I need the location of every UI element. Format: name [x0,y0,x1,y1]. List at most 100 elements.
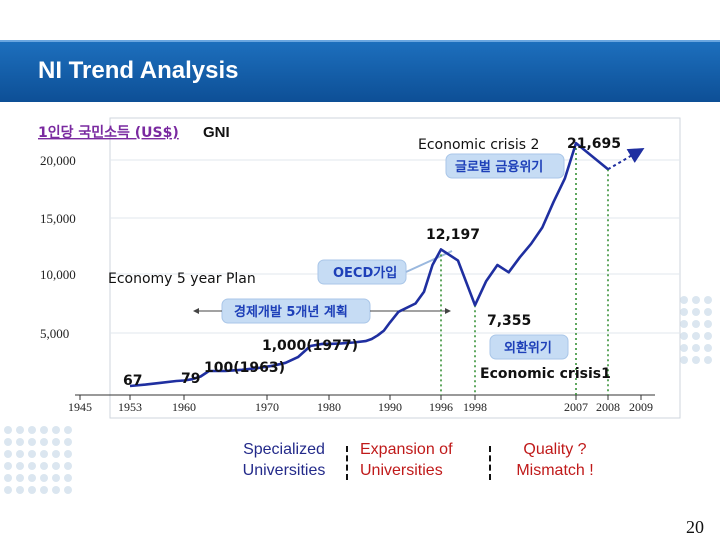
chart-annotation: 100(1963) [204,360,285,376]
background-dot [704,332,712,340]
period-3-line1: Quality ? [523,441,587,458]
title-bar [0,40,720,102]
x-tick-label: 1980 [317,400,341,414]
background-dot [28,426,36,434]
x-tick-label: 2009 [629,400,653,414]
y-tick-label: 20,000 [40,153,76,168]
chart-annotation: Economy 5 year Plan [108,271,256,287]
x-tick-label: 1945 [68,400,92,414]
background-dot [28,462,36,470]
period-expansion-of-universities: Expansion of Universities [360,439,478,481]
background-dot [692,308,700,316]
chart-annotation: 12,197 [426,227,480,243]
background-dot [52,474,60,482]
background-dot [704,308,712,316]
chart-annotation: 외환위기 [504,340,552,356]
period-specialized-universities: Specialized Universities [228,439,340,481]
background-dot [16,426,24,434]
background-dot [692,296,700,304]
background-dot [52,462,60,470]
background-dot [52,450,60,458]
background-dot [40,426,48,434]
background-dot [4,438,12,446]
bubble-global-financial-crisis [445,153,565,179]
x-tick-label: 1970 [255,400,279,414]
period-1-line2: Universities [242,462,326,479]
background-dot [4,462,12,470]
background-dot [40,438,48,446]
x-tick-label: 1960 [172,400,196,414]
background-dot [64,426,72,434]
y-tick-label: 15,000 [40,211,76,226]
background-dot [16,474,24,482]
background-dot [64,486,72,494]
period-separator-1 [346,446,348,480]
background-dot [52,486,60,494]
period-quality-mismatch: Quality ? Mismatch ! [500,439,610,481]
plot-area [109,117,681,419]
period-1-line1: Specialized [243,441,325,458]
background-dot [692,356,700,364]
background-dot [40,474,48,482]
background-dot [16,438,24,446]
y-axis-title-korean: 1인당 국민소득 (US$) [38,124,179,141]
chart-annotation: OECD가입 [333,266,397,281]
chart-annotation: 1,000(1977) [262,338,358,354]
period-3-line2: Mismatch ! [516,462,594,479]
period-2-line1: Expansion of [360,441,453,458]
x-tick-label: 1996 [429,400,453,414]
background-dot [40,450,48,458]
background-dot [28,438,36,446]
x-tick-label: 2008 [596,400,620,414]
background-dot [680,332,688,340]
background-dot [680,308,688,316]
background-dot [4,486,12,494]
background-dot [692,344,700,352]
period-separator-2 [489,446,491,480]
background-dot [4,450,12,458]
chart-annotation: 79 [181,371,200,387]
background-dot [28,450,36,458]
x-tick-label: 2007 [564,400,588,414]
background-dot [64,438,72,446]
chart-annotation: 21,695 [567,136,621,152]
chart-annotation: Economic crisis1 [480,366,611,382]
background-dot [40,486,48,494]
background-dot [680,356,688,364]
background-dot [64,474,72,482]
background-dot [704,320,712,328]
background-dot [704,356,712,364]
background-dot [680,320,688,328]
slide-title: NI Trend Analysis [38,57,239,84]
background-dot [692,332,700,340]
y-axis-title-english: GNI [203,124,230,141]
background-dot [680,296,688,304]
chart-annotation: 67 [123,373,142,389]
gni-projection-line [607,147,645,171]
background-dot [16,450,24,458]
bubble-currency-crisis [489,334,569,360]
background-dot [40,462,48,470]
background-dot [16,462,24,470]
chart-annotation: 글로벌 금융위기 [455,159,543,175]
x-tick-label: 1953 [118,400,142,414]
x-tick-label: 1990 [378,400,402,414]
background-dot [692,320,700,328]
background-dot [704,296,712,304]
background-dot [52,426,60,434]
oecd-arrow [405,250,453,273]
background-dot [16,486,24,494]
background-dot [64,450,72,458]
x-tick-label: 1998 [463,400,487,414]
background-dot [4,426,12,434]
background-dot [28,474,36,482]
chart-annotation: 경제개발 5개년 계획 [234,304,348,320]
period-2-line2: Universities [360,462,443,479]
chart-annotation: Economic crisis 2 [418,137,539,153]
background-dot [52,438,60,446]
y-tick-label: 10,000 [40,267,76,282]
background-dot [680,344,688,352]
background-dot [28,486,36,494]
page-number: 20 [686,517,704,537]
